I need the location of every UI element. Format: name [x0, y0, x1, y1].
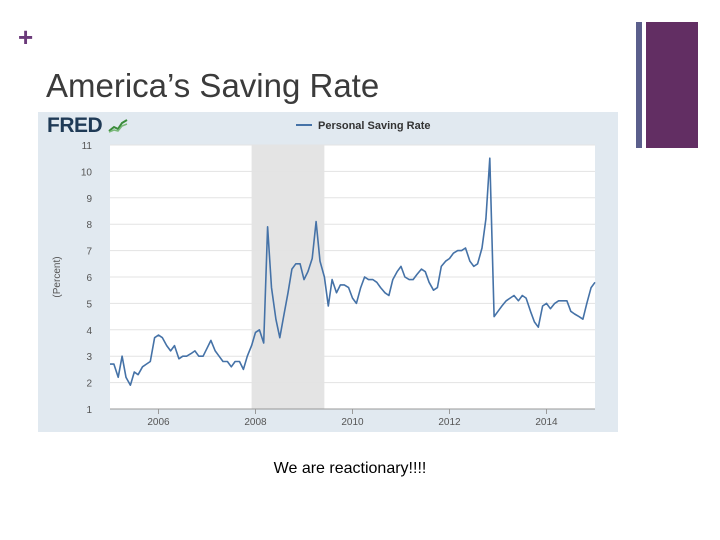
- fred-logo: FRED: [47, 114, 128, 138]
- y-tick-label: 6: [86, 273, 92, 284]
- y-tick-label: 10: [81, 167, 93, 178]
- y-tick-label: 4: [86, 326, 92, 337]
- x-tick-label: 2012: [438, 417, 461, 428]
- slide-caption: We are reactionary!!!!: [273, 460, 427, 477]
- saving-rate-chart: 1 2 3 4 5 6 7 8 9 10 11 2006 2008 2010 2012 2014 (Percen…: [52, 120, 596, 428]
- y-tick-label: 5: [86, 299, 92, 310]
- series-line-personal-saving-rate: [110, 157, 596, 387]
- y-tick-label: 1: [86, 405, 92, 416]
- fred-logo-graph-icon: [107, 119, 128, 134]
- y-tick-label: 7: [86, 247, 92, 258]
- y-axis-label: (Percent): [52, 256, 63, 297]
- plus-sign: +: [18, 22, 34, 52]
- legend-label: Personal Saving Rate: [318, 120, 431, 132]
- x-tick-label: 2006: [147, 417, 170, 428]
- y-tick-label: 2: [86, 379, 92, 390]
- y-tick-label: 11: [82, 141, 93, 152]
- y-tick-label: 3: [86, 352, 92, 363]
- x-tick-label: 2010: [341, 417, 364, 428]
- accent-bar-thin: [636, 22, 642, 148]
- x-tick-label: 2014: [535, 417, 558, 428]
- slide-title: America’s Saving Rate: [46, 67, 380, 105]
- y-tick-label: 8: [86, 220, 92, 231]
- x-tick-label: 2008: [244, 417, 267, 428]
- accent-bar-thick: [646, 22, 698, 148]
- y-tick-label: 9: [86, 194, 92, 205]
- fred-logo-text: FRED: [47, 114, 103, 137]
